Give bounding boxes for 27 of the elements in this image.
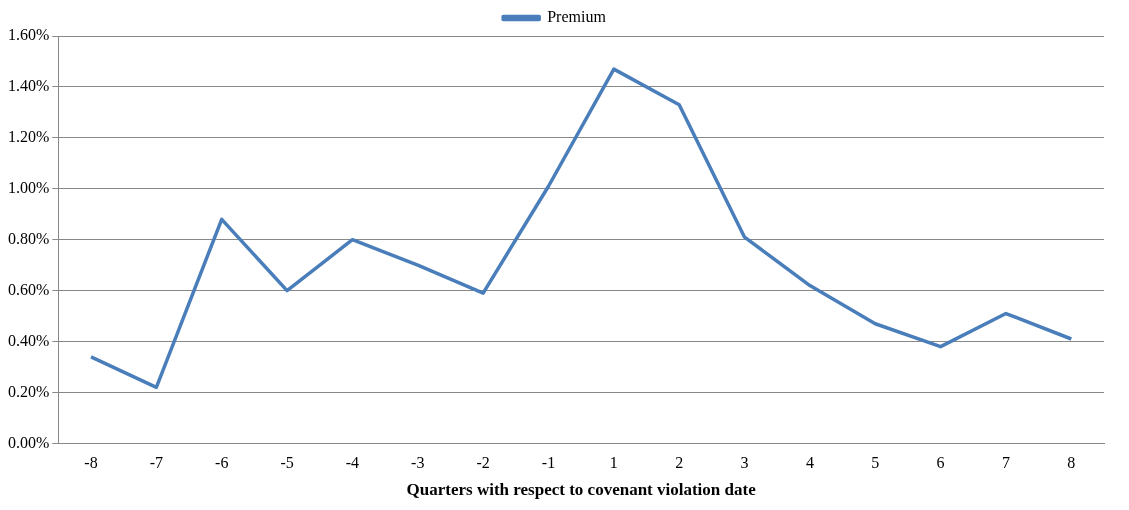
x-tick-label: 6 — [936, 454, 945, 472]
x-tick-label: 1 — [609, 454, 618, 472]
y-tick-label: 0.00% — [8, 433, 50, 451]
y-tick-label: 0.20% — [8, 382, 50, 400]
y-tick-label: 1.60% — [8, 26, 50, 44]
x-tick-label: 8 — [1067, 454, 1076, 472]
y-tick-label: 1.00% — [8, 178, 50, 196]
x-tick-label: 5 — [871, 454, 880, 472]
x-tick-label: -2 — [476, 454, 490, 472]
x-axis-title: Quarters with respect to covenant violation date — [406, 480, 757, 500]
x-tick-label: -1 — [541, 454, 556, 472]
x-tick-label: -6 — [215, 454, 229, 472]
x-tick-label: 2 — [675, 454, 684, 472]
y-tick-label: 0.40% — [8, 331, 50, 349]
x-tick-label: -5 — [280, 454, 294, 472]
y-tick-label: 1.40% — [8, 77, 50, 95]
x-tick-label: 4 — [805, 454, 814, 472]
x-tick-label: -4 — [345, 454, 360, 472]
x-tick-label: -7 — [149, 454, 164, 472]
x-tick-label: -8 — [84, 454, 98, 472]
y-tick-label: 0.80% — [8, 229, 50, 247]
y-tick-label: 0.60% — [8, 280, 50, 298]
y-tick-label: 1.20% — [8, 128, 50, 146]
x-tick-label: -3 — [411, 454, 425, 472]
x-tick-label: 7 — [1001, 454, 1010, 472]
x-tick-label: 3 — [740, 454, 749, 472]
legend-label: Premium — [547, 8, 607, 26]
